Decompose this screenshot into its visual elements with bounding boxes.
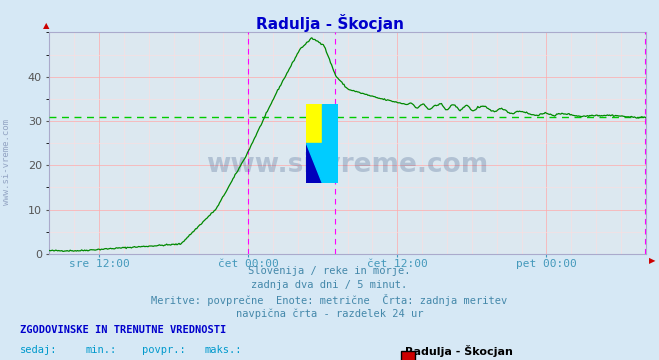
Text: ZGODOVINSKE IN TRENUTNE VREDNOSTI: ZGODOVINSKE IN TRENUTNE VREDNOSTI bbox=[20, 325, 226, 335]
Polygon shape bbox=[306, 143, 322, 183]
Text: Slovenija / reke in morje.: Slovenija / reke in morje. bbox=[248, 266, 411, 276]
Text: min.:: min.: bbox=[86, 345, 117, 355]
Bar bbox=[308, 147, 320, 179]
Polygon shape bbox=[306, 143, 322, 183]
Text: Meritve: povprečne  Enote: metrične  Črta: zadnja meritev: Meritve: povprečne Enote: metrične Črta:… bbox=[152, 294, 507, 306]
Text: www.si-vreme.com: www.si-vreme.com bbox=[206, 152, 489, 178]
Text: Radulja - Škocjan: Radulja - Škocjan bbox=[256, 14, 403, 32]
Text: zadnja dva dni / 5 minut.: zadnja dva dni / 5 minut. bbox=[251, 280, 408, 290]
Bar bbox=[322, 143, 338, 183]
Text: povpr.:: povpr.: bbox=[142, 345, 185, 355]
Text: sedaj:: sedaj: bbox=[20, 345, 57, 355]
Bar bbox=[322, 104, 338, 143]
Text: Radulja - Škocjan: Radulja - Škocjan bbox=[405, 345, 513, 356]
Text: maks.:: maks.: bbox=[204, 345, 242, 355]
Text: ▶: ▶ bbox=[649, 256, 655, 265]
Text: navpična črta - razdelek 24 ur: navpična črta - razdelek 24 ur bbox=[236, 309, 423, 319]
Bar bbox=[306, 104, 322, 143]
Text: www.si-vreme.com: www.si-vreme.com bbox=[2, 119, 11, 205]
Text: ▲: ▲ bbox=[43, 21, 49, 30]
